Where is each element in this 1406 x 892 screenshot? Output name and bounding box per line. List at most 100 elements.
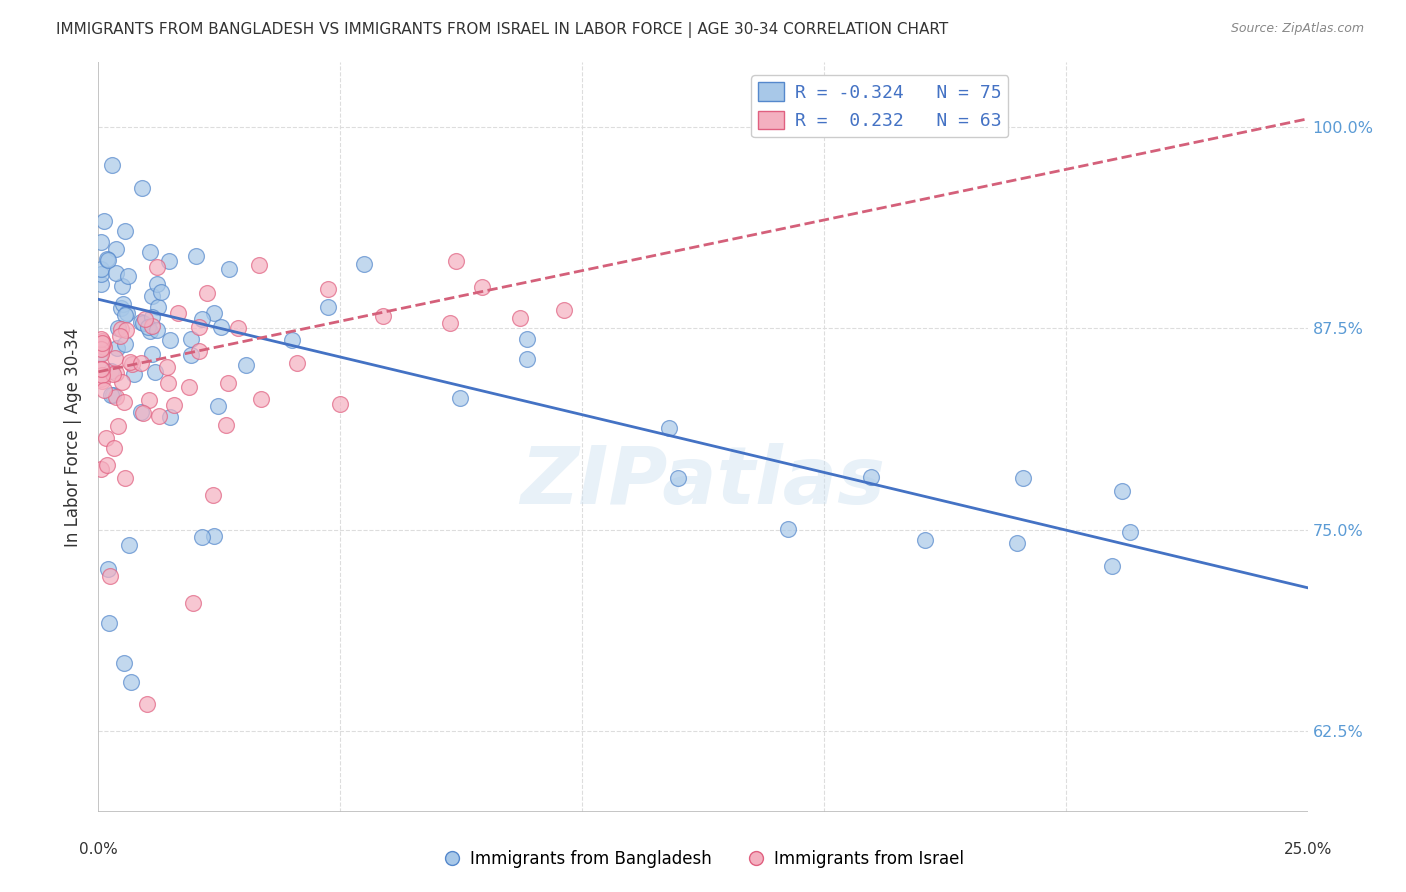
Point: [114, 470, 136, 484]
Point: [201, 488, 224, 502]
Point: [209, 319, 232, 334]
Point: [93, 213, 115, 227]
Point: [111, 297, 134, 311]
Point: [202, 529, 225, 543]
Point: [146, 260, 169, 274]
Point: [914, 533, 936, 547]
Point: [91, 336, 114, 351]
Point: [778, 522, 800, 536]
Point: [235, 358, 257, 372]
Point: [117, 268, 139, 283]
Point: [97, 616, 120, 631]
Point: [215, 417, 238, 432]
Point: [108, 329, 131, 343]
Point: [90, 235, 112, 249]
Point: [159, 409, 181, 424]
Point: [471, 280, 494, 294]
Point: [114, 337, 136, 351]
Point: [177, 380, 200, 394]
Point: [104, 366, 127, 380]
Point: [1012, 470, 1035, 484]
Point: [316, 282, 339, 296]
Point: [159, 333, 181, 347]
Point: [247, 258, 270, 272]
Point: [105, 266, 128, 280]
Point: [110, 301, 132, 315]
Point: [195, 286, 218, 301]
Point: [187, 320, 209, 334]
Point: [115, 323, 138, 337]
Point: [136, 698, 159, 712]
Point: [1005, 535, 1028, 549]
Point: [115, 305, 138, 319]
Point: [122, 367, 145, 381]
Point: [156, 376, 179, 390]
Point: [141, 289, 163, 303]
Point: [191, 530, 214, 544]
Point: [93, 340, 115, 354]
Text: 25.0%: 25.0%: [1284, 842, 1331, 856]
Point: [132, 316, 155, 330]
Point: [180, 332, 202, 346]
Point: [1101, 559, 1123, 574]
Point: [329, 397, 352, 411]
Point: [285, 356, 308, 370]
Point: [444, 253, 467, 268]
Point: [100, 388, 122, 402]
Point: [100, 158, 122, 172]
Point: [138, 392, 160, 407]
Point: [96, 458, 118, 472]
Point: [121, 358, 143, 372]
Point: [373, 310, 395, 324]
Point: [90, 267, 112, 281]
Point: [103, 441, 125, 455]
Point: [180, 348, 202, 362]
Point: [101, 388, 124, 402]
Point: [143, 365, 166, 379]
Point: [217, 376, 239, 390]
Point: [191, 311, 214, 326]
Point: [166, 306, 188, 320]
Point: [860, 470, 883, 484]
Point: [316, 301, 339, 315]
Point: [146, 277, 169, 291]
Point: [100, 568, 122, 582]
Point: [157, 254, 180, 268]
Legend: Immigrants from Bangladesh, Immigrants from Israel: Immigrants from Bangladesh, Immigrants f…: [436, 844, 970, 875]
Point: [105, 242, 128, 256]
Point: [129, 405, 152, 419]
Point: [132, 406, 155, 420]
Point: [148, 409, 170, 423]
Point: [114, 224, 136, 238]
Point: [666, 471, 689, 485]
Point: [146, 300, 169, 314]
Point: [118, 538, 141, 552]
Point: [111, 375, 134, 389]
Point: [90, 362, 112, 376]
Point: [439, 316, 461, 330]
Point: [353, 257, 375, 271]
Point: [141, 346, 163, 360]
Point: [90, 334, 112, 348]
Point: [516, 331, 538, 345]
Point: [156, 359, 179, 374]
Point: [187, 343, 209, 358]
Point: [112, 656, 135, 670]
Point: [218, 261, 240, 276]
Point: [100, 364, 122, 378]
Text: Source: ZipAtlas.com: Source: ZipAtlas.com: [1230, 22, 1364, 36]
Point: [104, 351, 127, 365]
Point: [207, 399, 229, 413]
Point: [90, 332, 112, 346]
Point: [141, 319, 163, 334]
Point: [96, 431, 118, 445]
Point: [93, 384, 115, 398]
Point: [281, 333, 304, 347]
Point: [91, 335, 114, 350]
Point: [90, 277, 112, 292]
Point: [131, 180, 153, 194]
Y-axis label: In Labor Force | Age 30-34: In Labor Force | Age 30-34: [65, 327, 83, 547]
Point: [90, 262, 112, 277]
Point: [136, 319, 159, 334]
Point: [150, 285, 173, 300]
